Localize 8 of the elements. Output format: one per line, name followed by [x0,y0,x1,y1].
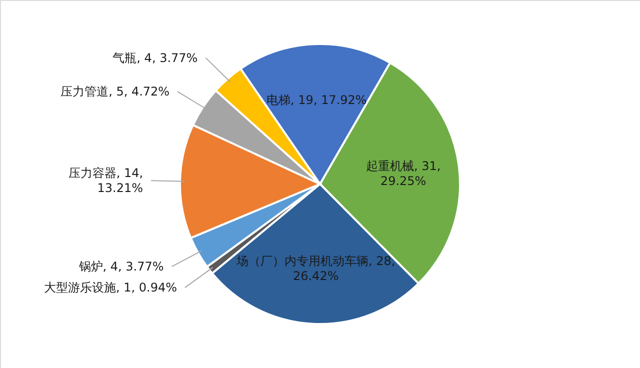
slice-label: 气瓶, 4, 3.77% [112,50,198,65]
slice-label: 压力容器, 14, 13.21% [68,166,144,196]
slice-label: 锅炉, 4, 3.77% [78,260,164,274]
slice-label: 场（厂）内专用机动车辆, 28, 26.42% [235,254,396,283]
slice-label: 起重机械, 31, 29.25% [366,159,441,188]
slice-label: 大型游乐设施, 1, 0.94% [44,280,177,295]
slice-label: 压力管道, 5, 4.72% [60,84,170,99]
slice-label: 电梯, 19, 17.92% [266,93,367,108]
